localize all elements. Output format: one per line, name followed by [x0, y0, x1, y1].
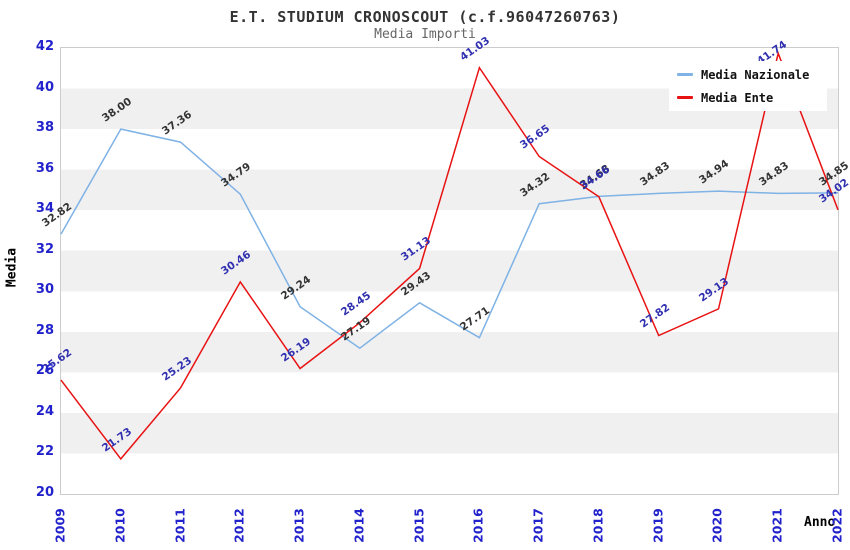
y-tick-label: 34 [35, 201, 54, 217]
x-tick-label: 2012 [231, 508, 247, 543]
legend-item-media-nazionale: Media Nazionale [677, 68, 827, 82]
x-axis-title: Anno [804, 515, 836, 530]
x-tick-label: 2016 [470, 508, 486, 543]
x-tick-label: 2013 [291, 508, 307, 543]
legend-label-media-nazionale: Media Nazionale [701, 67, 810, 82]
legend: Media Nazionale Media Ente [669, 61, 827, 111]
x-tick-label: 2014 [351, 508, 367, 543]
x-tick-label: 2015 [411, 508, 427, 543]
media-nazionale-line-swatch [677, 73, 693, 76]
x-tick-label: 2017 [530, 508, 546, 543]
x-tick-label: 2009 [52, 508, 68, 543]
plot-area: 32.82 38.00 37.36 34.79 29.24 27.19 29.43 27.71… [40, 34, 850, 495]
y-tick-label: 26 [35, 363, 54, 379]
y-tick-label: 40 [35, 79, 54, 95]
chart-subtitle: Media Importi [374, 27, 476, 42]
legend-item-media-ente: Media Ente [677, 91, 827, 105]
series-line-media-ente [60, 50, 839, 461]
y-tick-label: 30 [35, 282, 54, 298]
y-tick-label: 38 [35, 120, 54, 136]
x-tick-label: 2022 [829, 508, 845, 543]
y-tick-label: 32 [35, 241, 54, 257]
legend-label-media-ente: Media Ente [701, 90, 774, 105]
x-tick-label: 2011 [172, 508, 188, 543]
x-tick-label: 2010 [112, 508, 128, 543]
x-tick-label: 2018 [590, 508, 606, 543]
y-tick-label: 24 [35, 403, 54, 419]
x-tick-label: 2020 [709, 508, 725, 543]
series-line-media-nazionale [60, 128, 839, 350]
y-tick-label: 28 [35, 322, 54, 338]
y-tick-label: 20 [35, 485, 54, 500]
line-series-canvas [60, 50, 839, 461]
x-tick-label: 2019 [650, 508, 666, 543]
chart-title: E.T. STUDIUM CRONOSCOUT (c.f.96047260763… [229, 8, 621, 26]
y-tick-label: 36 [35, 160, 54, 176]
y-tick-label: 22 [35, 444, 54, 460]
y-tick-label: 42 [35, 39, 54, 54]
x-tick-label: 2021 [769, 508, 785, 543]
media-ente-line-swatch [677, 96, 693, 99]
